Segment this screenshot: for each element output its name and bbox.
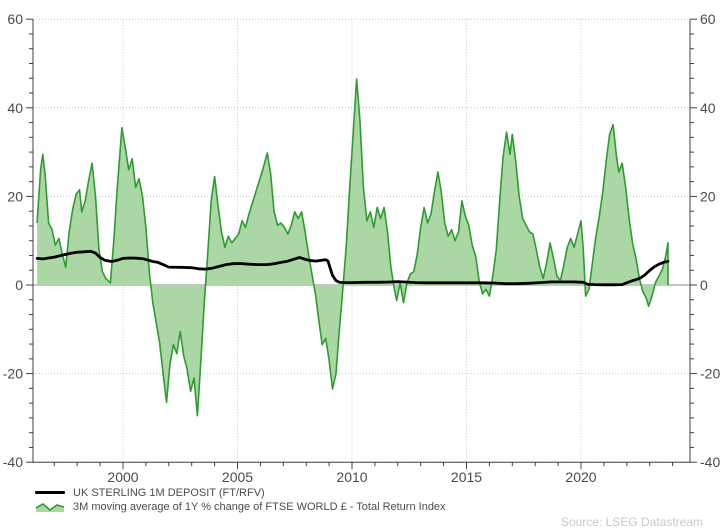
y-axis-label-right: 60: [700, 11, 716, 27]
y-axis-label-left: 0: [15, 277, 23, 293]
gridlines: [33, 18, 690, 463]
black-line-swatch-icon: [35, 491, 65, 494]
x-axis-year-label: 2015: [451, 469, 482, 485]
x-axis-year-label: 2005: [222, 469, 253, 485]
y-axis-label-left: 40: [7, 100, 23, 116]
source-note: Source: LSEG Datastream: [560, 515, 703, 529]
y-axis-label-left: 20: [7, 188, 23, 204]
y-axis-label-right: 20: [700, 188, 716, 204]
x-axis-year-label: 2020: [565, 469, 596, 485]
legend: UK STERLING 1M DEPOSIT (FT/RFV) 3M movin…: [35, 486, 446, 513]
y-axis-ticks-labels: 60 60 40 40 20 20 0 0 -20 -20 -40 -40: [3, 11, 721, 470]
x-axis-ticks-labels: 2000 2005 2010 2015 2020: [53, 462, 674, 485]
x-axis-year-label: 2000: [107, 469, 138, 485]
y-axis-label-right: 0: [700, 277, 708, 293]
green-area-swatch-icon: [35, 502, 65, 512]
legend-item-uk-deposit: UK STERLING 1M DEPOSIT (FT/RFV): [35, 486, 446, 499]
x-axis-year-label: 2010: [336, 469, 367, 485]
legend-label-uk-deposit: UK STERLING 1M DEPOSIT (FT/RFV): [73, 486, 265, 499]
y-axis-label-left: -40: [3, 454, 23, 470]
area-series-ftse-world: [36, 78, 669, 417]
y-axis-label-right: -20: [700, 366, 720, 382]
y-axis-label-right: -40: [700, 454, 720, 470]
y-axis-label-right: 40: [700, 100, 716, 116]
line-series-uk-deposit: [35, 249, 670, 287]
legend-label-ftse-world: 3M moving average of 1Y % change of FTSE…: [73, 500, 446, 513]
y-axis-label-left: 60: [7, 11, 23, 27]
legend-item-ftse-world: 3M moving average of 1Y % change of FTSE…: [35, 500, 446, 513]
y-axis-label-left: -20: [3, 366, 23, 382]
